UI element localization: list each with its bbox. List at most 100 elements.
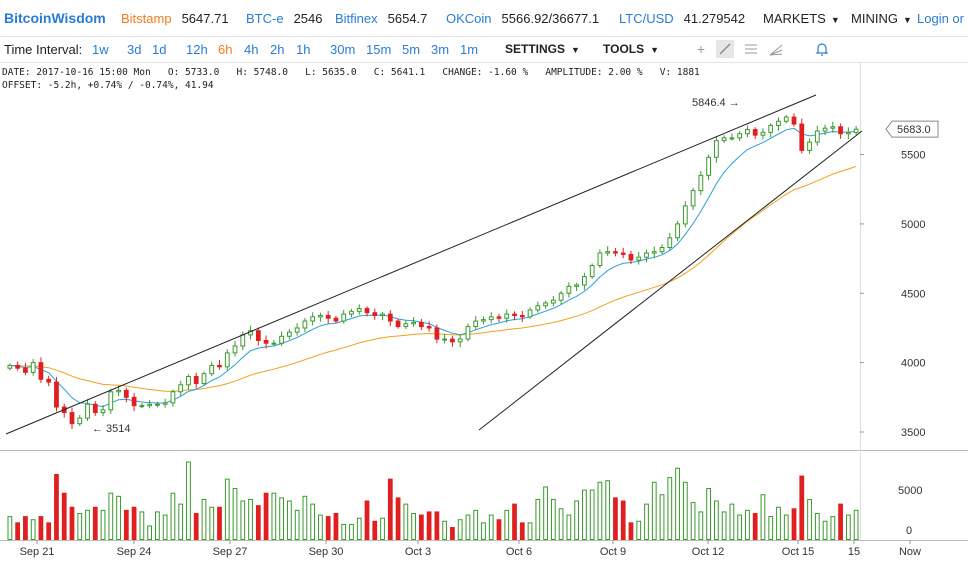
volume-bar xyxy=(380,517,385,540)
volume-bar xyxy=(395,497,401,541)
candle-up xyxy=(224,352,230,368)
volume-bar xyxy=(46,522,52,541)
candle-down xyxy=(372,312,378,316)
volume-bar xyxy=(512,503,517,540)
volume-bar xyxy=(77,512,83,540)
candle-down xyxy=(387,313,393,322)
volume-tick-label: 0 xyxy=(906,525,912,537)
candle-up xyxy=(706,156,711,176)
low-annotation: ← 3514 xyxy=(92,423,131,435)
candle-down xyxy=(613,251,618,254)
volume-bar xyxy=(473,509,479,540)
candle-up xyxy=(690,190,696,207)
interval-15m[interactable]: 15m xyxy=(366,42,392,57)
candle-up xyxy=(651,251,657,254)
interval-5m[interactable]: 5m xyxy=(402,42,421,57)
volume-bar xyxy=(822,520,828,541)
current-price-tag xyxy=(885,120,939,138)
date-tick-label: Oct 9 xyxy=(600,546,626,558)
volume-bar xyxy=(240,500,246,540)
login-link[interactable]: Login or Re xyxy=(917,11,968,26)
volume-bar xyxy=(589,489,595,540)
candle-up xyxy=(636,256,642,261)
candle-up xyxy=(698,174,704,192)
candle-down xyxy=(38,362,44,380)
crosshair-icon[interactable]: + xyxy=(696,41,706,57)
volume-bar xyxy=(162,514,168,540)
volume-bar xyxy=(620,500,626,540)
volume-bar xyxy=(248,498,253,541)
line-tool-icon[interactable] xyxy=(716,40,734,58)
interval-4h[interactable]: 4h xyxy=(244,42,259,57)
volume-bar xyxy=(667,477,673,541)
candle-up xyxy=(442,338,448,341)
volume-bar xyxy=(488,514,494,540)
volume-bar xyxy=(286,500,292,540)
candle-up xyxy=(30,362,36,373)
markets-menu[interactable]: MARKETS ▼ xyxy=(763,11,840,26)
ema-fast-path xyxy=(9,127,857,408)
interval-12h[interactable]: 12h xyxy=(186,42,208,57)
volume-bar xyxy=(582,489,587,540)
alarm-bell-icon[interactable] xyxy=(813,40,831,58)
volume-bar xyxy=(139,511,145,541)
candle-up xyxy=(675,223,680,239)
fan-tool-icon[interactable] xyxy=(767,40,785,58)
candle-down xyxy=(193,376,199,384)
interval-1w[interactable]: 1w xyxy=(92,42,109,57)
volume-bar xyxy=(713,500,719,540)
ticker-btce[interactable]: BTC-e 2546 xyxy=(246,11,323,26)
tools-menu[interactable]: TOOLS ▼ xyxy=(603,42,660,56)
candle-up xyxy=(760,131,766,136)
axes: 5500 5000 4500 4000 3500 5000 0 5683.0 Sep 21 Sep… xyxy=(20,97,939,558)
volume-bar xyxy=(178,503,184,540)
interval-6h[interactable]: 6h xyxy=(218,42,233,57)
volume-bar xyxy=(418,514,424,540)
volume-bar xyxy=(558,508,564,540)
interval-1h[interactable]: 1h xyxy=(296,42,311,57)
ticker-bitfinex[interactable]: Bitfinex 5654.7 xyxy=(335,11,428,26)
settings-menu[interactable]: SETTINGS ▼ xyxy=(505,42,580,56)
volume-bar xyxy=(356,517,362,540)
candle-down xyxy=(519,314,525,318)
mining-menu[interactable]: MINING ▼ xyxy=(851,11,912,26)
candle-up xyxy=(85,403,90,419)
price-tick-label: 5500 xyxy=(901,150,925,162)
volume-bar xyxy=(504,509,510,540)
candle-up xyxy=(209,364,215,375)
candle-down xyxy=(838,126,843,135)
volume-bar xyxy=(23,516,28,540)
candle-up xyxy=(550,299,556,304)
volume-bar xyxy=(232,488,238,540)
ticker-ltc-usd[interactable]: LTC/USD 41.279542 xyxy=(619,11,746,26)
candle-down xyxy=(54,381,59,408)
volume-bar xyxy=(768,516,774,540)
candle-up xyxy=(783,116,789,122)
volume-bar xyxy=(341,523,347,541)
volume-bar xyxy=(845,514,851,540)
ema-slow-path xyxy=(9,165,857,392)
brand-logo[interactable]: BitcoinWisdom xyxy=(4,10,106,26)
volume-bar xyxy=(659,494,665,541)
interval-2h[interactable]: 2h xyxy=(270,42,285,57)
interval-30m[interactable]: 30m xyxy=(330,42,356,57)
candle-up xyxy=(814,130,820,143)
candle-up xyxy=(729,137,735,140)
candle-up xyxy=(294,327,300,333)
candle-up xyxy=(116,389,121,393)
ticker-okcoin[interactable]: OKCoin 5566.92/36677.1 xyxy=(446,11,600,26)
parallel-lines-icon[interactable] xyxy=(742,40,760,58)
interval-3d[interactable]: 3d xyxy=(127,42,142,57)
ticker-bitstamp[interactable]: Bitstamp 5647.71 xyxy=(121,11,229,26)
interval-1m[interactable]: 1m xyxy=(460,42,479,57)
grid-lines xyxy=(0,62,968,541)
candle-up xyxy=(318,314,323,318)
candle-up xyxy=(853,128,859,133)
volume-bar xyxy=(131,506,137,540)
volume-bars xyxy=(7,461,859,541)
interval-1d[interactable]: 1d xyxy=(152,42,167,57)
interval-3m[interactable]: 3m xyxy=(431,42,450,57)
candle-down xyxy=(69,412,75,425)
volume-bar xyxy=(550,498,556,541)
